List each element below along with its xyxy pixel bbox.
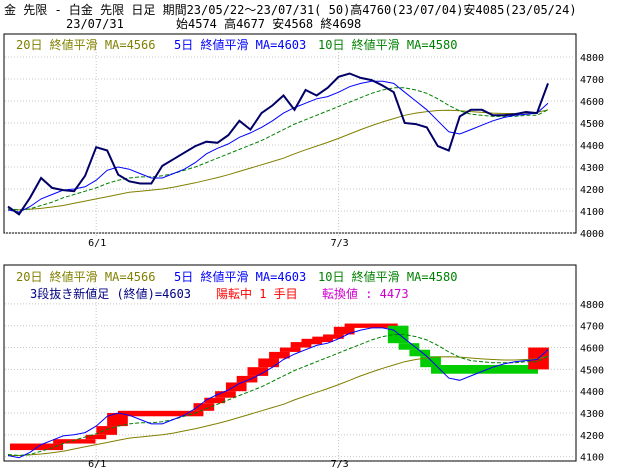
y-tick-label: 4700 <box>580 75 604 86</box>
bottom-x-tick-labels: 6/1 7/3 <box>88 459 349 470</box>
top-y-tick-labels: 4000 4100 4200 4300 4400 4500 4600 4700 4800 <box>580 53 604 240</box>
up-brick <box>279 347 301 352</box>
up-brick <box>333 326 355 335</box>
x-tick-label: 6/1 <box>88 459 106 470</box>
up-brick <box>301 338 323 345</box>
legend-bottom-ma20: 20日 終値平滑 MA=4566 <box>16 269 155 284</box>
y-tick-label: 4700 <box>580 322 604 333</box>
down-brick <box>420 356 441 368</box>
chart-header-ohlc: 始4574 高4677 安4568 終4698 <box>176 16 361 31</box>
up-brick <box>258 358 279 368</box>
x-tick-label: 7/3 <box>331 238 349 249</box>
y-tick-label: 4100 <box>580 453 604 464</box>
up-brick <box>344 323 398 328</box>
legend-top-ma10: 10日 終値平滑 MA=4580 <box>318 37 457 52</box>
series-line <box>7 327 549 459</box>
kagi-reversal: 転換値 : 4473 <box>322 286 409 301</box>
top-panel: 4000 4100 4200 4300 4400 4500 4600 4700 4800 6/1… <box>3 33 604 249</box>
y-tick-label: 4600 <box>580 97 604 108</box>
up-brick <box>193 403 215 411</box>
y-tick-label: 4200 <box>580 185 604 196</box>
down-brick <box>409 349 431 357</box>
chart-header-title: 金 先限 - 白金 先限 日足 期間23/05/22～23/07/31( 50)… <box>4 2 577 17</box>
y-tick-label: 4500 <box>580 365 604 376</box>
x-tick-label: 6/1 <box>88 238 106 249</box>
top-grid <box>5 40 575 237</box>
series-line <box>8 109 549 211</box>
down-brick <box>431 365 539 374</box>
up-brick <box>269 351 290 359</box>
y-tick-label: 4800 <box>580 300 604 311</box>
y-tick-label: 4400 <box>580 141 604 152</box>
legend-bottom-ma10: 10日 終値平滑 MA=4580 <box>318 269 457 284</box>
top-plot-frame <box>3 33 577 234</box>
kagi-state: 陽転中 1 手目 <box>216 286 298 301</box>
down-brick <box>398 343 420 350</box>
y-tick-label: 4000 <box>580 229 604 240</box>
bottom-series <box>7 327 549 459</box>
series-line <box>7 72 549 216</box>
top-series <box>7 72 549 216</box>
kagi-label: 3段抜き新値足 (終値)=4603 <box>30 286 191 301</box>
legend-bottom-ma5: 5日 終値平滑 MA=4603 <box>174 269 306 284</box>
legend-top-ma5: 5日 終値平滑 MA=4603 <box>174 37 306 52</box>
up-brick <box>85 434 107 440</box>
series-line <box>7 87 549 211</box>
y-tick-label: 4300 <box>580 163 604 174</box>
y-tick-label: 4100 <box>580 207 604 218</box>
up-brick <box>117 410 204 417</box>
x-tick-label: 7/3 <box>331 459 349 470</box>
up-brick <box>247 367 269 376</box>
y-tick-label: 4500 <box>580 119 604 130</box>
series-line <box>7 334 549 457</box>
legend-top-ma20: 20日 終値平滑 MA=4566 <box>16 37 155 52</box>
y-tick-label: 4600 <box>580 344 604 355</box>
up-brick <box>215 391 236 398</box>
y-tick-label: 4300 <box>580 409 604 420</box>
up-brick <box>290 342 312 348</box>
top-x-tick-labels: 6/1 7/3 <box>88 238 349 249</box>
bottom-y-tick-labels: 4100 4200 4300 4400 4500 4600 4700 4800 <box>580 300 604 464</box>
up-brick <box>323 334 344 339</box>
y-tick-label: 4400 <box>580 387 604 398</box>
y-tick-label: 4800 <box>580 53 604 64</box>
up-brick <box>53 439 96 444</box>
up-brick <box>225 382 247 392</box>
up-brick <box>312 336 333 343</box>
up-brick <box>96 426 118 435</box>
chart-header-date: 23/07/31 <box>66 17 124 31</box>
up-brick <box>10 443 64 451</box>
bottom-bricks <box>10 323 549 451</box>
up-brick <box>236 375 258 383</box>
y-tick-label: 4200 <box>580 431 604 442</box>
series-line <box>7 80 549 213</box>
up-brick <box>204 397 225 404</box>
